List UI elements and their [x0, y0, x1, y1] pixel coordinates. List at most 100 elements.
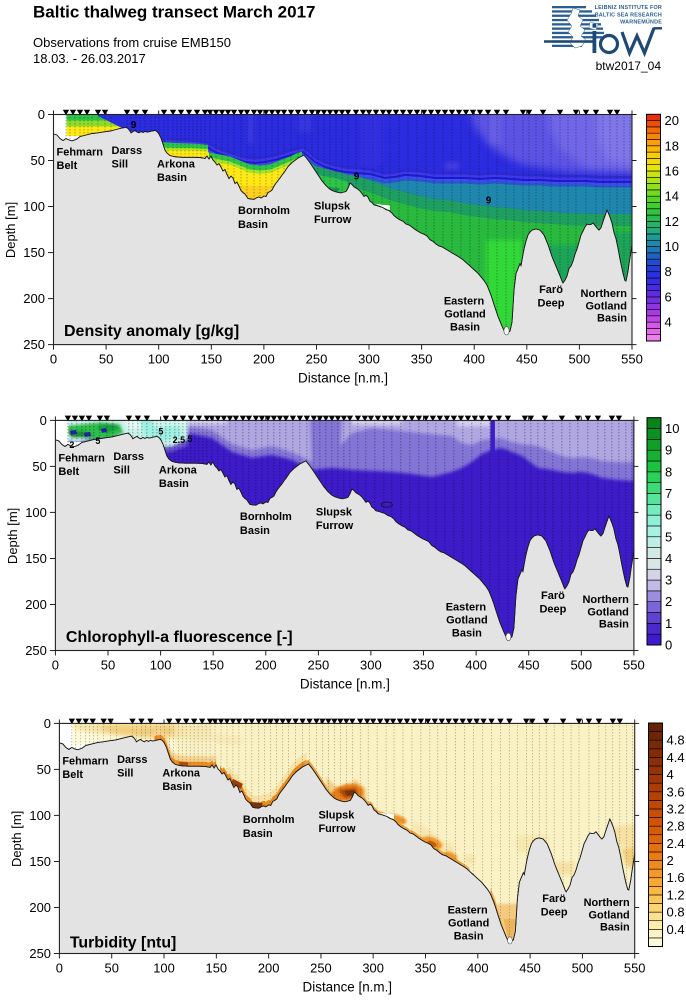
svg-text:Baltic thalweg transect March: Baltic thalweg transect March 2017: [33, 3, 316, 22]
svg-text:Observations from cruise EMB15: Observations from cruise EMB150: [33, 35, 231, 50]
svg-text:0: 0: [40, 413, 47, 428]
svg-text:50: 50: [99, 352, 113, 367]
svg-text:Farö: Farö: [539, 284, 563, 296]
svg-text:Eastern: Eastern: [444, 296, 485, 308]
svg-text:Bornholm: Bornholm: [243, 814, 295, 826]
svg-text:3.2: 3.2: [667, 802, 685, 817]
svg-text:4: 4: [667, 767, 674, 782]
svg-text:0: 0: [665, 638, 672, 653]
svg-text:3: 3: [665, 573, 672, 588]
svg-text:1.6: 1.6: [667, 870, 685, 885]
svg-text:5: 5: [187, 434, 192, 444]
svg-text:150: 150: [206, 960, 228, 975]
svg-text:2: 2: [667, 853, 674, 868]
svg-text:Sill: Sill: [117, 767, 133, 779]
svg-text:2: 2: [69, 440, 74, 450]
svg-text:8: 8: [665, 264, 672, 279]
svg-text:16: 16: [665, 164, 679, 179]
svg-text:Farö: Farö: [542, 893, 566, 905]
svg-text:400: 400: [465, 657, 487, 672]
svg-text:4: 4: [665, 315, 672, 330]
svg-text:250: 250: [29, 946, 51, 961]
svg-text:Depth [m]: Depth [m]: [5, 508, 20, 564]
svg-text:Fehmarn: Fehmarn: [58, 452, 105, 464]
svg-text:Arkona: Arkona: [157, 159, 196, 171]
svg-text:5: 5: [95, 436, 100, 446]
svg-text:300: 300: [362, 960, 384, 975]
svg-text:Distance [n.m.]: Distance [n.m.]: [303, 979, 392, 994]
svg-text:1.2: 1.2: [667, 887, 685, 902]
svg-text:Deep: Deep: [538, 298, 565, 310]
svg-text:8: 8: [665, 464, 672, 479]
svg-text:9: 9: [486, 196, 492, 207]
svg-text:100: 100: [148, 352, 170, 367]
svg-text:Furrow: Furrow: [314, 214, 352, 226]
svg-text:Distance [n.m.]: Distance [n.m.]: [298, 371, 388, 386]
svg-text:Northern: Northern: [581, 288, 628, 300]
svg-text:Basin: Basin: [162, 781, 192, 793]
svg-text:50: 50: [105, 960, 119, 975]
svg-text:5: 5: [665, 529, 672, 544]
svg-text:350: 350: [415, 960, 437, 975]
svg-text:Eastern: Eastern: [446, 601, 487, 613]
svg-text:Basin: Basin: [450, 322, 480, 334]
svg-text:Arkona: Arkona: [162, 767, 201, 779]
svg-text:550: 550: [624, 960, 646, 975]
svg-text:Belt: Belt: [62, 769, 83, 781]
svg-text:14: 14: [665, 189, 679, 204]
svg-text:Basin: Basin: [597, 313, 627, 325]
svg-text:2.8: 2.8: [667, 819, 685, 834]
svg-text:Gotland: Gotland: [587, 606, 629, 618]
svg-text:550: 550: [623, 657, 645, 672]
svg-text:3.6: 3.6: [667, 784, 685, 799]
svg-text:Bornholm: Bornholm: [240, 511, 292, 523]
svg-text:Slupsk: Slupsk: [316, 506, 353, 518]
svg-text:Bornholm: Bornholm: [238, 205, 290, 217]
svg-text:20: 20: [665, 113, 679, 128]
svg-text:250: 250: [25, 643, 47, 658]
svg-text:0: 0: [52, 657, 59, 672]
svg-text:0: 0: [38, 107, 45, 122]
svg-text:4.4: 4.4: [667, 750, 685, 765]
svg-text:9: 9: [665, 443, 672, 458]
svg-text:Gotland: Gotland: [446, 614, 488, 626]
svg-text:0: 0: [44, 716, 51, 731]
svg-text:350: 350: [411, 352, 433, 367]
svg-text:Sill: Sill: [112, 159, 129, 171]
svg-text:0.8: 0.8: [667, 905, 685, 920]
svg-text:6: 6: [665, 289, 672, 304]
svg-text:2: 2: [665, 594, 672, 609]
svg-text:Deep: Deep: [541, 906, 568, 918]
svg-text:0: 0: [56, 960, 63, 975]
svg-text:Basin: Basin: [600, 921, 630, 933]
svg-text:200: 200: [25, 597, 47, 612]
svg-text:Northern: Northern: [584, 897, 630, 909]
svg-text:1: 1: [665, 616, 672, 631]
svg-text:150: 150: [202, 657, 224, 672]
svg-text:0.4: 0.4: [667, 922, 685, 937]
svg-text:btw2017_04: btw2017_04: [596, 59, 662, 73]
svg-text:450: 450: [516, 352, 538, 367]
svg-text:550: 550: [621, 352, 643, 367]
svg-text:250: 250: [308, 657, 330, 672]
svg-text:Sill: Sill: [113, 464, 130, 476]
svg-text:Slupsk: Slupsk: [314, 201, 351, 213]
svg-text:50: 50: [101, 657, 115, 672]
svg-text:Darss: Darss: [112, 145, 143, 157]
svg-text:7: 7: [665, 486, 672, 501]
svg-text:Eastern: Eastern: [448, 904, 488, 916]
svg-text:Gotland: Gotland: [585, 301, 627, 313]
svg-text:10: 10: [665, 239, 679, 254]
svg-text:6: 6: [665, 508, 672, 523]
svg-text:450: 450: [518, 657, 540, 672]
svg-text:12: 12: [665, 214, 679, 229]
svg-text:500: 500: [569, 352, 591, 367]
svg-text:250: 250: [23, 337, 45, 352]
svg-text:Fehmarn: Fehmarn: [57, 147, 104, 159]
svg-text:400: 400: [467, 960, 489, 975]
svg-text:Furrow: Furrow: [316, 520, 354, 532]
svg-text:100: 100: [23, 199, 45, 214]
svg-text:Darss: Darss: [117, 754, 147, 766]
svg-text:Slupsk: Slupsk: [318, 809, 355, 821]
svg-text:Chlorophyll-a fluorescence [-]: Chlorophyll-a fluorescence [-]: [66, 629, 293, 646]
